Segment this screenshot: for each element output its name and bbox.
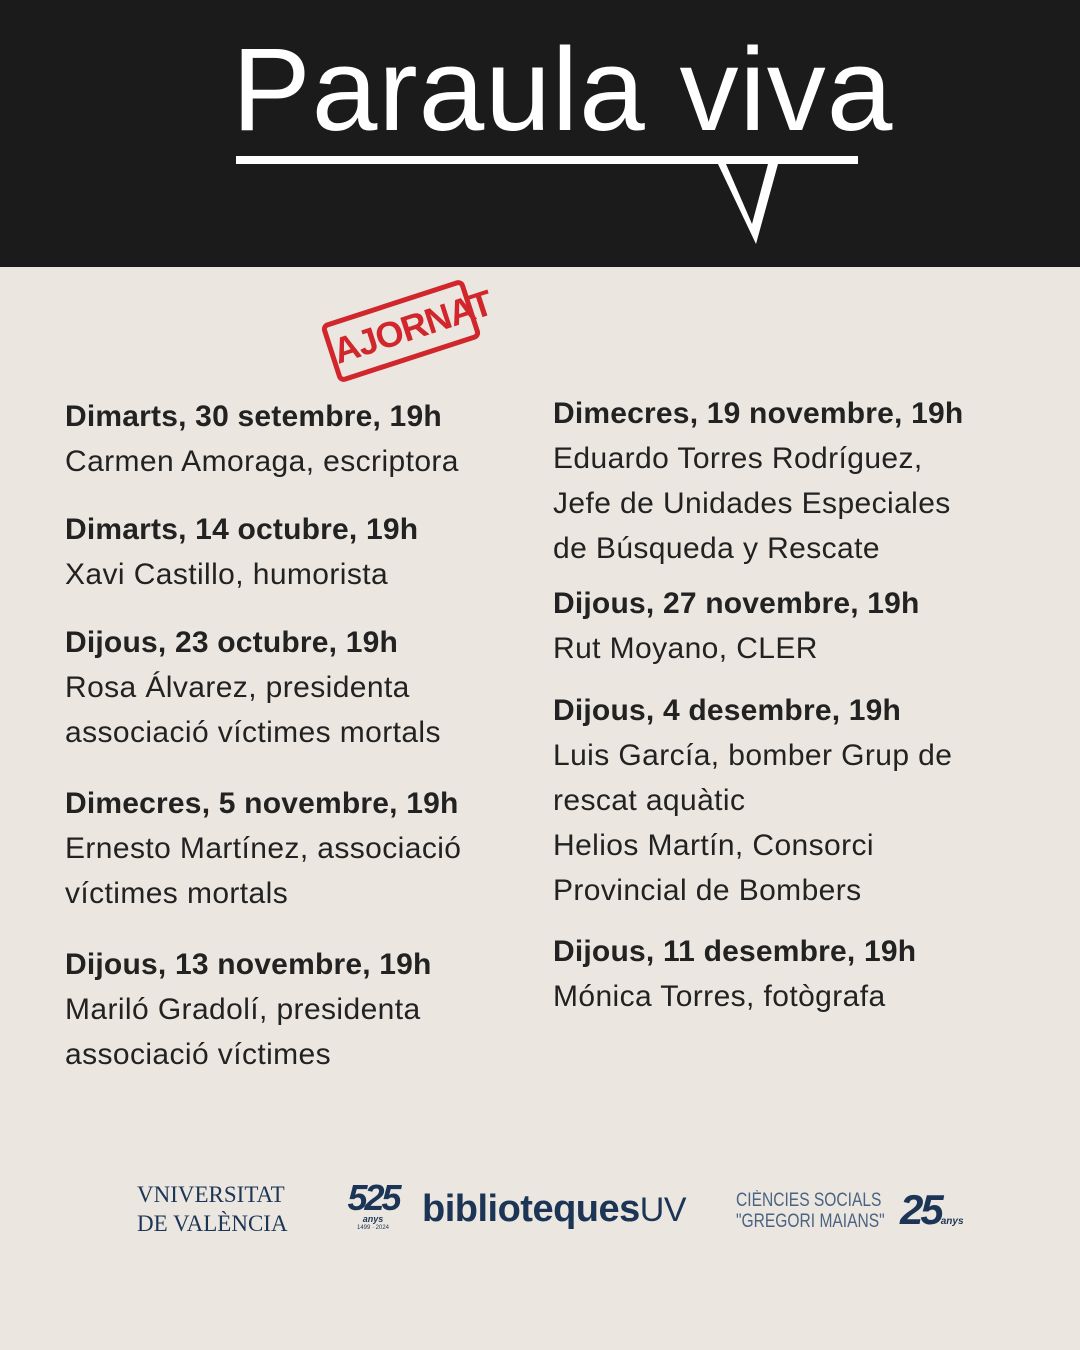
event-item: Dijous, 27 novembre, 19h Rut Moyano, CLER: [553, 581, 1023, 671]
logo-bar: VNIVERSITAT DE VALÈNCIA 525 anys 1499 · …: [0, 1180, 1080, 1250]
event-date: Dimarts, 30 setembre, 19h: [65, 400, 442, 433]
event-item: Dimecres, 19 novembre, 19h Eduardo Torres…: [553, 391, 1023, 571]
speech-bubble-icon: [236, 156, 858, 244]
event-speaker: Mariló Gradolí, presidenta: [65, 993, 421, 1026]
event-date: Dijous, 23 octubre, 19h: [65, 626, 399, 659]
event-date: Dijous, 4 desembre, 19h: [553, 694, 902, 727]
anniversary-525-logo: 525 anys 1499 · 2024: [340, 1177, 406, 1232]
event-speaker: víctimes mortals: [65, 877, 289, 910]
event-speaker: Jefe de Unidades Especiales: [553, 487, 951, 520]
event-item: Dimarts, 30 setembre, 19h Carmen Amoraga,…: [65, 394, 535, 484]
event-date: Dijous, 27 novembre, 19h: [553, 587, 920, 620]
page-title: Paraula viva: [232, 24, 894, 156]
event-item: Dijous, 4 desembre, 19h Luis García, bomb…: [553, 688, 1023, 913]
event-speaker: Mónica Torres, fotògrafa: [553, 980, 886, 1013]
event-speaker: rescat aquàtic: [553, 784, 746, 817]
event-speaker: Carmen Amoraga, escriptora: [65, 445, 459, 478]
event-date: Dijous, 11 desembre, 19h: [553, 935, 917, 968]
anniv-525-number: 525: [347, 1177, 401, 1218]
anniv-25-sub: anys: [940, 1216, 964, 1227]
uv-logo-line2: DE VALÈNCIA: [137, 1211, 288, 1236]
cs-line1: CIÈNCIES SOCIALS: [736, 1190, 882, 1211]
event-speaker: Provincial de Bombers: [553, 874, 862, 907]
event-date: Dimarts, 14 octubre, 19h: [65, 513, 419, 546]
cs-line2: "GREGORI MAIANS": [736, 1211, 885, 1232]
header-banner: Paraula viva: [0, 0, 1080, 267]
postponed-stamp: AJORNAT: [320, 278, 497, 384]
event-speaker: Eduardo Torres Rodríguez,: [553, 442, 923, 475]
event-item: Dimecres, 5 novembre, 19h Ernesto Martíne…: [65, 781, 535, 916]
event-speaker: Rut Moyano, CLER: [553, 632, 818, 665]
event-speaker: Rosa Álvarez, presidenta: [65, 671, 410, 704]
event-speaker: Ernesto Martínez, associació: [65, 832, 462, 865]
event-item: Dijous, 11 desembre, 19h Mónica Torres, f…: [553, 929, 1023, 1019]
event-date: Dimecres, 19 novembre, 19h: [553, 397, 964, 430]
anniversary-25-logo: 25anys: [900, 1186, 964, 1234]
anniv-525-years: 1499 · 2024: [356, 1225, 390, 1231]
biblioteques-text: biblioteques: [422, 1188, 640, 1230]
event-speaker: de Búsqueda y Rescate: [553, 532, 880, 565]
event-speaker: associació víctimes: [65, 1038, 332, 1071]
uv-logo-line1: VNIVERSITAT: [137, 1182, 285, 1207]
event-speaker: Helios Martín, Consorci: [553, 829, 874, 862]
event-item: Dijous, 23 octubre, 19h Rosa Álvarez, pre…: [65, 620, 535, 755]
event-item: Dijous, 13 novembre, 19h Mariló Gradolí, …: [65, 942, 535, 1077]
biblioteques-uv-logo: bibliotequesUV: [422, 1188, 687, 1231]
event-speaker: associació víctimes mortals: [65, 716, 441, 749]
biblioteques-uv-text: UV: [639, 1191, 687, 1229]
event-item: Dimarts, 14 octubre, 19h Xavi Castillo, h…: [65, 507, 535, 597]
ciencies-socials-logo: CIÈNCIES SOCIALS "GREGORI MAIANS": [736, 1190, 885, 1232]
anniv-25-number: 25: [900, 1186, 944, 1233]
event-speaker: Xavi Castillo, humorista: [65, 558, 389, 591]
event-speaker: Luis García, bomber Grup de: [553, 739, 953, 772]
event-date: Dimecres, 5 novembre, 19h: [65, 787, 459, 820]
event-date: Dijous, 13 novembre, 19h: [65, 948, 432, 981]
universitat-valencia-logo: VNIVERSITAT DE VALÈNCIA: [137, 1180, 288, 1238]
anniv-525-sub: anys: [362, 1214, 384, 1224]
